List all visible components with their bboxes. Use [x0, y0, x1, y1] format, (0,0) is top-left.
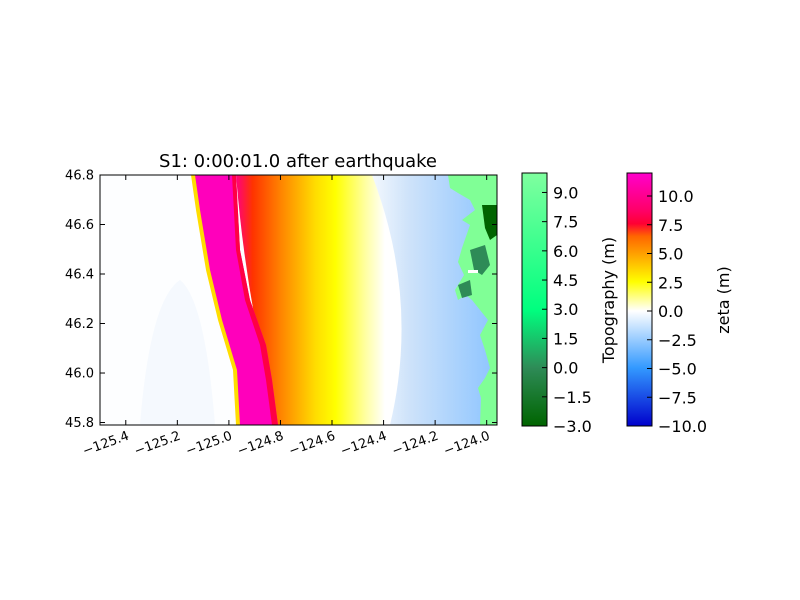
y-axis: 46.8 46.6 46.4 46.2 46.0 45.8 [65, 169, 497, 431]
colorbar-tick-label: −5.0 [658, 360, 697, 379]
colorbar-tick-label: 10.0 [658, 187, 694, 206]
peak-edge [232, 175, 278, 425]
topography-colorbar-fill [521, 172, 548, 427]
y-tick-label: 46.8 [65, 169, 94, 184]
colorbar-tick-label: 7.5 [553, 213, 578, 232]
colorbar-tick-label: 7.5 [658, 216, 683, 235]
colorbar-tick-label: 9.0 [553, 183, 578, 202]
y-tick-label: 46.6 [65, 218, 94, 233]
colorbar-tick-label: −1.5 [553, 388, 592, 407]
colorbar-tick-label: 6.0 [553, 242, 578, 261]
x-tick-label: −124.8 [235, 429, 285, 460]
colorbar-tick-label: −2.5 [658, 331, 697, 350]
zeta-colorbar-label: zeta (m) [714, 266, 733, 333]
colorbar-tick-label: 1.5 [553, 329, 578, 348]
colorbar-tick-label: 2.5 [658, 273, 683, 292]
zeta-colorbar-ticks: 10.0 7.5 5.0 2.5 0.0 −2.5 −5.0 −7.5 −10.0 [647, 187, 707, 436]
land-dark-patch [482, 205, 497, 240]
colorbar-tick-label: −3.0 [553, 417, 592, 436]
peak-band [193, 175, 278, 425]
leading-edge [191, 175, 240, 425]
colorbar-tick-label: 0.0 [658, 302, 683, 321]
y-tick-label: 46.4 [65, 268, 94, 283]
x-tick-label: −124.2 [390, 429, 440, 460]
colorbar-tick-label: 4.5 [553, 271, 578, 290]
topography-colorbar-ticks: 9.0 7.5 6.0 4.5 3.0 1.5 0.0 −1.5 −3.0 [542, 183, 592, 436]
faint-basin-shade [140, 280, 215, 425]
colorbar-tick-label: −10.0 [658, 417, 707, 436]
uplift-wave-region [236, 175, 402, 425]
x-tick-label: −125.2 [132, 429, 182, 460]
topography-colorbar-label: Topography (m) [599, 237, 618, 364]
zeta-colorbar: 10.0 7.5 5.0 2.5 0.0 −2.5 −5.0 −7.5 −10.0 zeta (… [626, 172, 733, 436]
plot-frame [99, 174, 498, 426]
x-tick-label: −124.4 [339, 429, 389, 460]
colorbar-tick-label: 3.0 [553, 300, 578, 319]
colorbar-tick-label: −7.5 [658, 388, 697, 407]
x-tick-label: −124.0 [442, 429, 492, 460]
chart-title: S1: 0:00:01.0 after earthquake [159, 151, 437, 172]
land-low-patch [458, 280, 472, 298]
zeta-colorbar-fill [626, 172, 653, 427]
land-bright-patch [468, 270, 478, 273]
topography-colorbar: 9.0 7.5 6.0 4.5 3.0 1.5 0.0 −1.5 −3.0 Topography… [521, 172, 618, 436]
x-tick-label: −125.4 [81, 429, 131, 460]
y-tick-label: 45.8 [65, 416, 94, 431]
x-tick-label: −124.6 [287, 429, 337, 460]
land-mid-patch [470, 245, 490, 275]
colorbar-tick-label: 5.0 [658, 245, 683, 264]
coastline-land [448, 175, 497, 425]
plot-area [100, 175, 497, 425]
colorbar-tick-label: 0.0 [553, 359, 578, 378]
y-tick-label: 46.0 [65, 367, 94, 382]
y-tick-label: 46.2 [65, 317, 94, 332]
x-tick-label: −125.0 [184, 429, 234, 460]
